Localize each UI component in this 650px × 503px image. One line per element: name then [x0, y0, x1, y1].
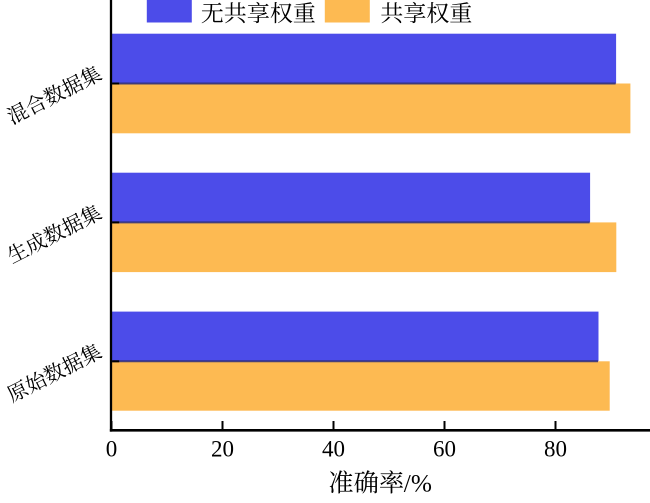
svg-text:20: 20	[211, 437, 234, 462]
svg-text:60: 60	[433, 437, 456, 462]
svg-text:40: 40	[322, 437, 345, 462]
svg-text:0: 0	[106, 437, 118, 462]
svg-text:80: 80	[544, 437, 567, 462]
svg-text:/%: /%	[404, 470, 432, 498]
